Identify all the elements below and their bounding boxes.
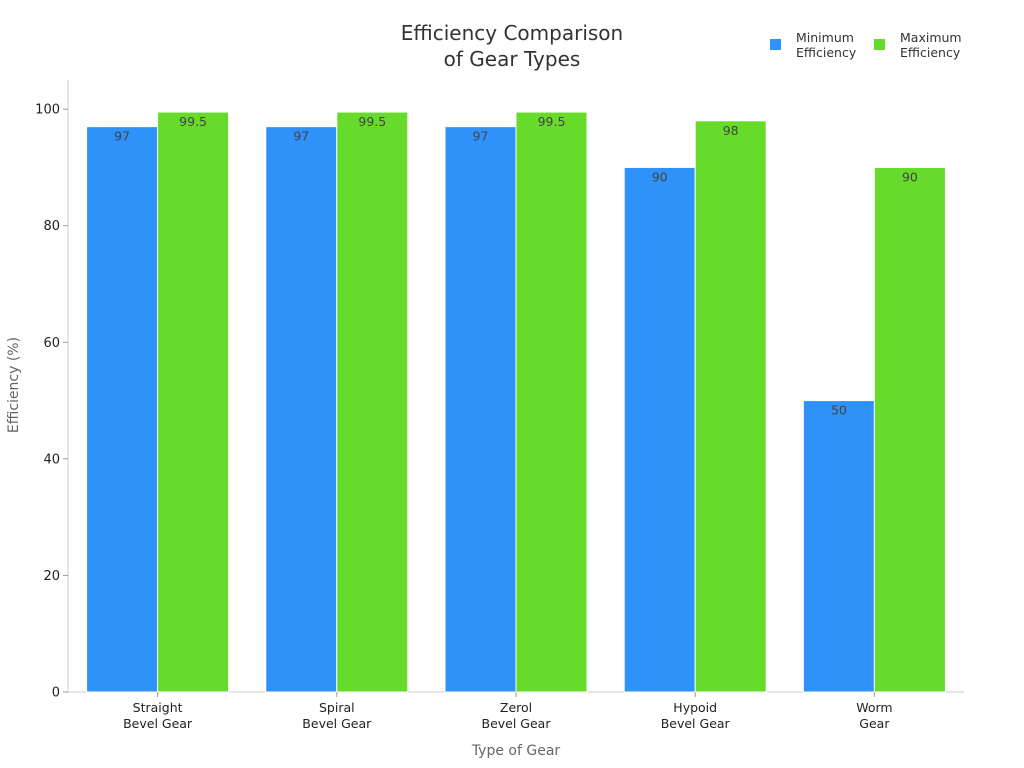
data-label-maximum-4: 90	[902, 169, 918, 184]
chart-title-line-2: of Gear Types	[444, 47, 581, 71]
x-axis-label: Type of Gear	[471, 743, 561, 759]
x-tick-label: Spiral	[319, 700, 355, 715]
data-label-maximum-0: 99.5	[179, 114, 207, 129]
bar-minimum-3	[623, 166, 696, 693]
bar-minimum-1	[265, 126, 338, 693]
chart-title-line-1: Efficiency Comparison	[401, 21, 623, 45]
bar-maximum-0	[157, 111, 230, 693]
x-tick-label: Gear	[859, 716, 890, 731]
y-tick-label: 0	[52, 686, 60, 701]
data-labels: 97 99.5 97 99.5 97 99.5 90 98 50 90	[114, 114, 918, 418]
data-label-minimum-4: 50	[831, 403, 847, 418]
y-tick-label: 80	[43, 219, 60, 234]
legend: Minimum Efficiency Maximum Efficiency	[770, 30, 962, 60]
y-tick-label: 100	[35, 103, 60, 118]
y-tick-label: 20	[43, 569, 60, 584]
bar-maximum-1	[336, 111, 409, 693]
data-label-maximum-2: 99.5	[538, 114, 566, 129]
x-tick-label: Bevel Gear	[661, 716, 731, 731]
data-label-maximum-3: 98	[723, 123, 739, 138]
y-tick-label: 60	[43, 336, 60, 351]
bar-maximum-4	[873, 166, 946, 693]
legend-label-maximum-line-1: Maximum	[900, 30, 962, 45]
legend-label-maximum-line-2: Efficiency	[900, 45, 961, 60]
data-label-minimum-2: 97	[473, 129, 489, 144]
legend-swatch-minimum	[770, 39, 781, 50]
x-tick-label: Bevel Gear	[482, 716, 552, 731]
bar-minimum-0	[86, 126, 159, 693]
bar-minimum-4	[802, 400, 875, 693]
legend-swatch-maximum	[874, 39, 885, 50]
bar-maximum-2	[515, 111, 588, 693]
y-axis-label: Efficiency (%)	[6, 337, 22, 433]
x-tick-label: Bevel Gear	[302, 716, 372, 731]
data-label-minimum-1: 97	[293, 129, 309, 144]
x-tick-label: Straight	[133, 700, 183, 715]
x-tick-label: Zerol	[500, 700, 532, 715]
x-tick-label: Hypoid	[673, 700, 717, 715]
bar-minimum-2	[444, 126, 517, 693]
legend-label-minimum-line-2: Efficiency	[796, 45, 857, 60]
data-label-minimum-3: 90	[652, 169, 668, 184]
legend-label-minimum-line-1: Minimum	[796, 30, 854, 45]
bars	[86, 111, 946, 693]
x-tick-label: Worm	[856, 700, 892, 715]
data-label-minimum-0: 97	[114, 129, 130, 144]
y-tick-labels: 0 20 40 60 80 100	[35, 103, 68, 701]
bar-maximum-3	[694, 120, 767, 693]
x-tick-label: Bevel Gear	[123, 716, 193, 731]
y-tick-label: 40	[43, 452, 60, 467]
data-label-maximum-1: 99.5	[358, 114, 386, 129]
